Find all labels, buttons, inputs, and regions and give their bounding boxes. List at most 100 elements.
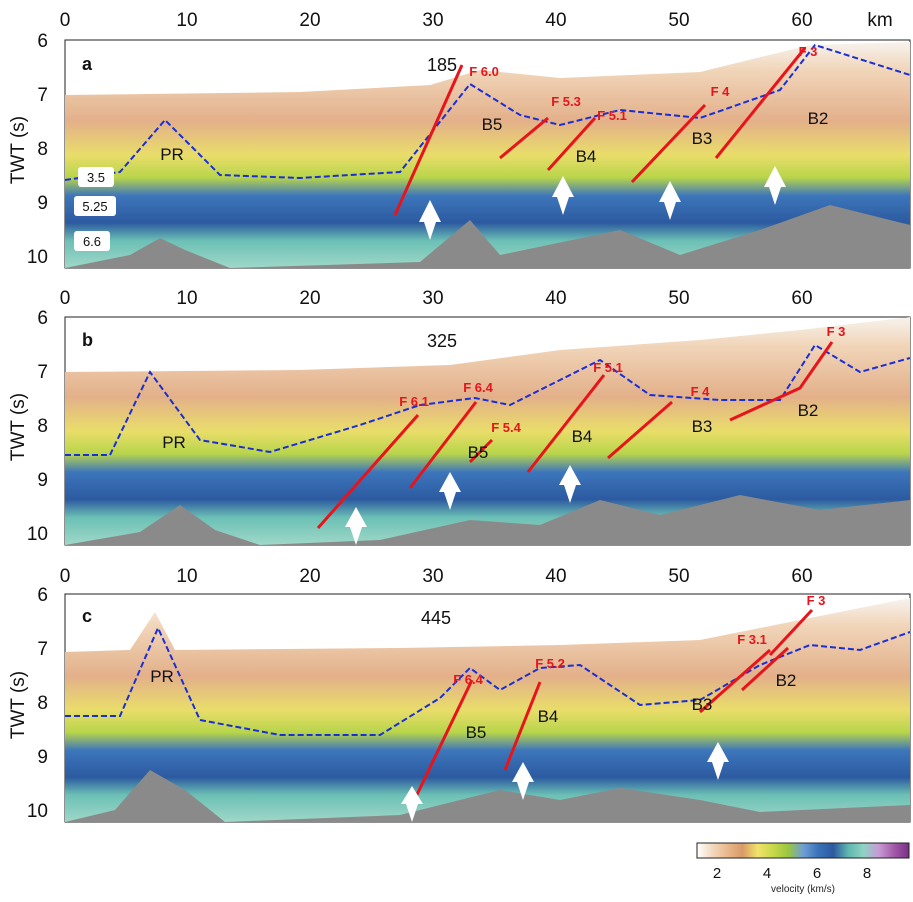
panel-letter: b xyxy=(82,330,93,350)
structure-label: B2 xyxy=(798,401,819,420)
velocity-label: 3.5 xyxy=(87,170,105,185)
structure-label: B2 xyxy=(776,671,797,690)
structure-label: PR xyxy=(150,667,174,686)
velocity-contour-blue xyxy=(65,343,911,456)
x-tick: 20 xyxy=(299,10,320,31)
structure-label: B5 xyxy=(482,115,503,134)
structure-label: B3 xyxy=(692,129,713,148)
x-tick: 30 xyxy=(422,288,443,309)
fault-lines xyxy=(410,608,814,806)
fault-label: F 3.1 xyxy=(737,632,767,647)
structure-label: B2 xyxy=(808,109,829,128)
basement-fill xyxy=(65,205,910,268)
fault-label: F 5.2 xyxy=(535,656,565,671)
panel-b: 0 10 20 30 40 50 60 6 7 8 9 10 TWT (s) b… xyxy=(8,288,911,546)
fault-label: F 5.3 xyxy=(551,94,581,109)
y-tick: 10 xyxy=(27,247,48,268)
panel-letter: a xyxy=(82,54,93,74)
y-tick: 8 xyxy=(37,139,48,160)
x-tick: 50 xyxy=(668,566,689,587)
y-tick: 6 xyxy=(37,31,48,52)
colorbar-tick: 8 xyxy=(863,865,871,882)
x-tick: 10 xyxy=(176,566,197,587)
y-axis-label: TWT (s) xyxy=(8,116,29,184)
fault-label: F 6.1 xyxy=(399,394,429,409)
colorbar-tick: 2 xyxy=(713,865,721,882)
fault-label: F 4 xyxy=(691,384,711,399)
y-tick: 9 xyxy=(37,470,48,491)
fault-label: F 3 xyxy=(807,593,826,608)
fault-label: F 5.4 xyxy=(491,420,521,435)
x-tick: 0 xyxy=(60,288,71,309)
colorbar-title: velocity (km/s) xyxy=(771,884,835,895)
fault-label: F 4 xyxy=(711,84,731,99)
velocity-contour-labels: 3.5 5.25 6.6 xyxy=(74,167,116,251)
fault-label: F 5.1 xyxy=(597,108,627,123)
x-tick: 40 xyxy=(545,288,566,309)
x-tick: 10 xyxy=(176,10,197,31)
x-axis-top-c: 0 10 20 30 40 50 60 xyxy=(60,566,813,587)
y-tick: 7 xyxy=(37,362,48,383)
x-tick: 60 xyxy=(791,10,812,31)
y-tick: 6 xyxy=(37,308,48,329)
x-tick: 40 xyxy=(545,10,566,31)
x-tick: 0 xyxy=(60,566,71,587)
structure-label: B4 xyxy=(538,707,559,726)
line-number: 325 xyxy=(427,331,457,351)
x-tick: 60 xyxy=(791,288,812,309)
uplift-arrows xyxy=(419,166,786,240)
structure-label: B5 xyxy=(466,723,487,742)
x-axis-top-a: 0 10 20 30 40 50 60 km xyxy=(60,10,893,31)
fault-lines xyxy=(393,47,807,216)
x-tick: 20 xyxy=(299,566,320,587)
y-tick: 8 xyxy=(37,693,48,714)
x-tick: 30 xyxy=(422,566,443,587)
fault-label: F 3 xyxy=(827,324,846,339)
structure-label: B4 xyxy=(572,427,593,446)
sediment-fill xyxy=(65,598,910,822)
velocity-label: 6.6 xyxy=(83,234,101,249)
colorbar-tick: 6 xyxy=(813,865,821,882)
fault-label: F 6.4 xyxy=(463,380,493,395)
y-tick: 7 xyxy=(37,639,48,660)
structure-label: PR xyxy=(160,145,184,164)
x-tick: 50 xyxy=(668,10,689,31)
y-axis-b: 6 7 8 9 10 TWT (s) xyxy=(8,308,48,545)
colorbar-tick: 4 xyxy=(763,865,771,882)
x-tick: 0 xyxy=(60,10,71,31)
fault-label: F 3 xyxy=(799,44,818,59)
panel-a: 0 10 20 30 40 50 60 km 6 7 8 9 10 TWT (s… xyxy=(8,10,911,269)
uplift-arrows xyxy=(345,465,581,545)
structure-label: B5 xyxy=(468,443,489,462)
structure-label: B3 xyxy=(692,417,713,436)
velocity-label: 5.25 xyxy=(82,199,107,214)
y-tick: 6 xyxy=(37,585,48,606)
sediment-fill xyxy=(65,42,910,268)
basement-fill xyxy=(65,495,910,545)
velocity-contour-blue xyxy=(64,43,911,181)
x-axis-top-b: 0 10 20 30 40 50 60 xyxy=(60,288,813,309)
fault-label: F 6.4 xyxy=(453,672,483,687)
fault-label: F 6.0 xyxy=(469,64,499,79)
x-tick: 40 xyxy=(545,566,566,587)
sediment-fill xyxy=(65,317,910,545)
y-tick: 7 xyxy=(37,85,48,106)
line-number: 185 xyxy=(427,55,457,75)
structure-label: B4 xyxy=(576,147,597,166)
x-tick: 20 xyxy=(299,288,320,309)
panel-letter: c xyxy=(82,606,92,626)
colorbar-gradient xyxy=(696,842,910,859)
line-number: 445 xyxy=(421,608,451,628)
y-tick: 8 xyxy=(37,416,48,437)
y-tick: 10 xyxy=(27,801,48,822)
x-tick: 30 xyxy=(422,10,443,31)
velocity-colorbar: 2 4 6 8 velocity (km/s) xyxy=(696,842,910,895)
y-tick: 9 xyxy=(37,747,48,768)
velocity-contour-blue xyxy=(65,625,911,736)
y-axis-c: 6 7 8 9 10 TWT (s) xyxy=(8,585,48,822)
x-tick: 50 xyxy=(668,288,689,309)
x-unit: km xyxy=(867,10,892,31)
x-tick: 60 xyxy=(791,566,812,587)
uplift-arrows xyxy=(401,742,729,822)
